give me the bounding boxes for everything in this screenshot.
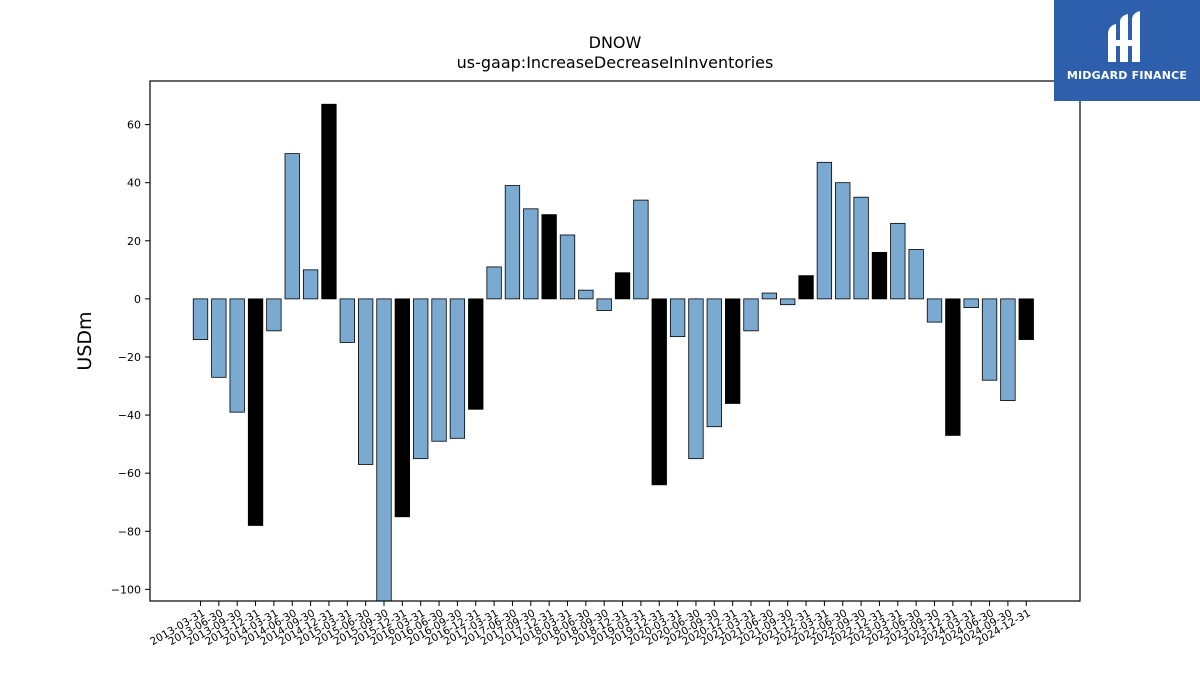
bar [431, 298, 447, 442]
bar [890, 222, 906, 300]
y-tick-label: −100 [111, 583, 141, 596]
bar [413, 298, 429, 460]
bar [871, 251, 888, 300]
bar [247, 298, 264, 526]
chart-title: DNOW [588, 33, 642, 52]
y-tick-label: −60 [118, 467, 141, 480]
bar [192, 298, 209, 340]
bar [504, 185, 521, 300]
bar [780, 298, 796, 306]
bar [578, 289, 594, 300]
bar [559, 234, 576, 300]
bar [523, 208, 539, 300]
bar [761, 292, 777, 300]
bar [284, 153, 300, 300]
y-tick-label: 0 [134, 293, 141, 306]
y-axis-label: USDm [74, 311, 96, 370]
bar [835, 182, 851, 300]
chart-subtitle: us-gaap:IncreaseDecreaseInInventories [456, 53, 774, 72]
bar [908, 249, 924, 300]
bar [669, 298, 686, 338]
bar [798, 275, 814, 300]
bar [816, 161, 833, 300]
y-tick-label: −20 [118, 351, 141, 364]
bar [1018, 298, 1034, 340]
logo-text: MIDGARD FINANCE [1066, 69, 1188, 82]
bar [688, 298, 704, 460]
midgard-finance-logo: MIDGARD FINANCE [1054, 0, 1200, 101]
bar [633, 199, 649, 300]
bar [468, 298, 484, 410]
bar [926, 298, 943, 323]
bar [394, 298, 411, 518]
bar [449, 298, 466, 439]
bar [725, 298, 741, 404]
bar [651, 298, 667, 486]
y-tick-label: 20 [127, 235, 141, 248]
bar [357, 298, 374, 465]
bar [945, 298, 961, 436]
bar [211, 298, 227, 378]
bar [302, 269, 319, 300]
bar [229, 298, 245, 413]
y-tick-label: 60 [127, 119, 141, 132]
bar [706, 298, 722, 428]
bar [486, 266, 502, 300]
bar [1000, 298, 1016, 401]
bar [743, 298, 759, 332]
y-tick-label: 40 [127, 177, 141, 190]
bar [321, 103, 337, 300]
bar [541, 214, 557, 300]
midgard-logo-icon [1108, 11, 1140, 62]
bar [963, 298, 979, 309]
bar [376, 298, 392, 602]
bar [596, 298, 612, 311]
bar [853, 196, 869, 300]
bar [981, 298, 998, 381]
bar [266, 298, 282, 332]
y-tick-label: −80 [118, 525, 141, 538]
bar [339, 298, 355, 343]
y-tick-label: −40 [118, 409, 141, 422]
bar [614, 272, 631, 300]
plot-frame [149, 80, 1081, 602]
